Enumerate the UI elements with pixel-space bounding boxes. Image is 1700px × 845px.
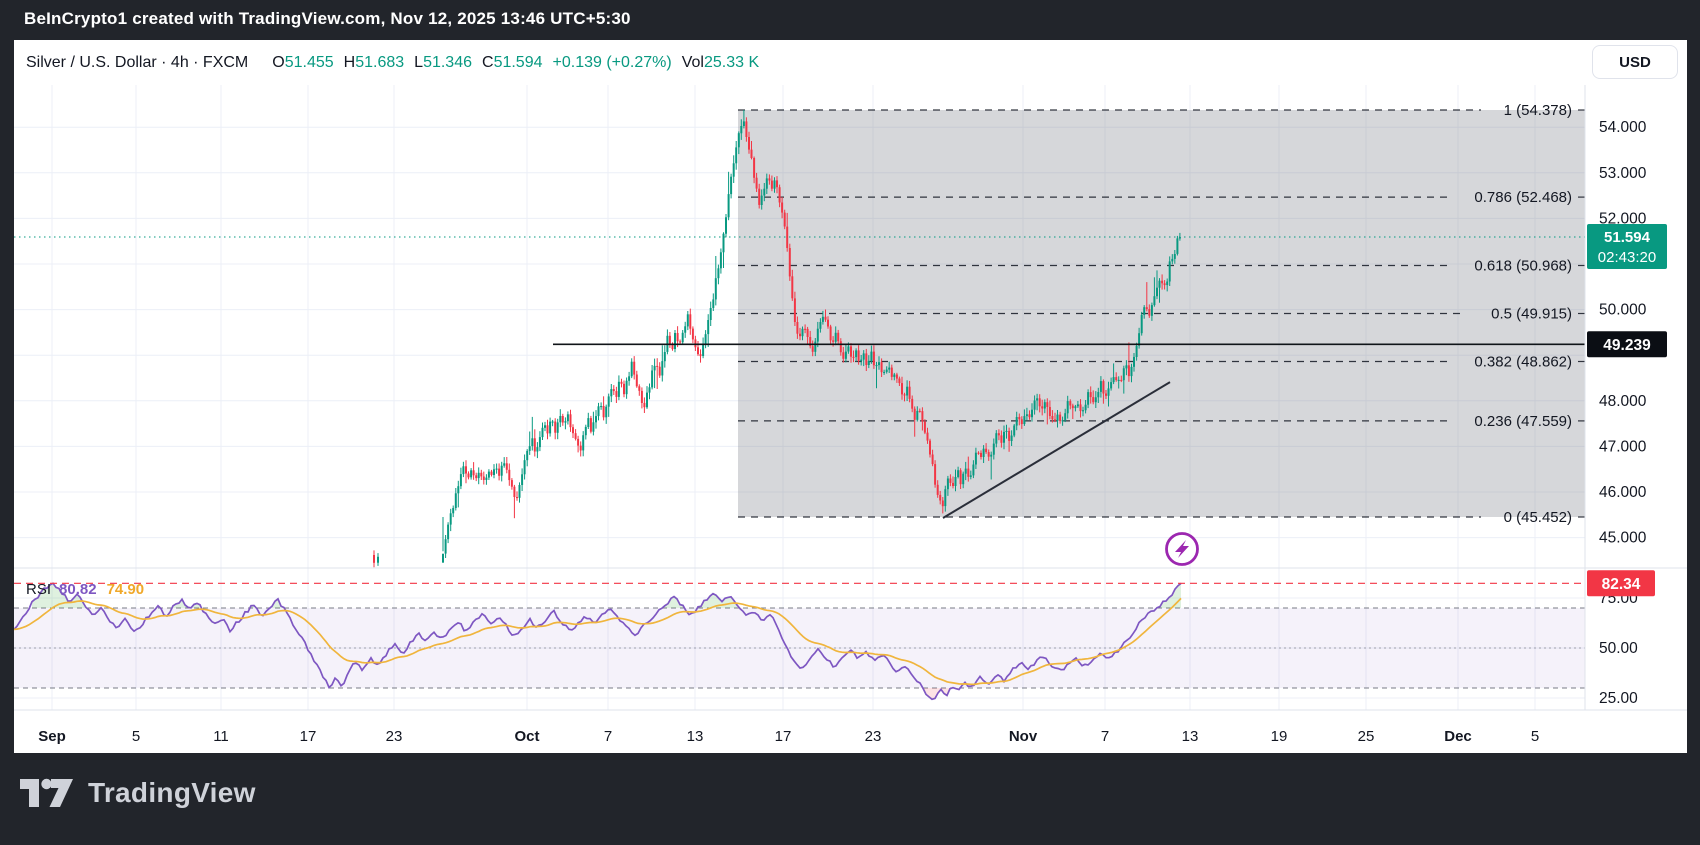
fib-level-label: 1 (54.378) <box>1504 102 1572 119</box>
price-axis-label: 53.000 <box>1599 165 1647 182</box>
time-axis-label: Sep <box>38 728 66 745</box>
price-axis-label: 46.000 <box>1599 484 1647 501</box>
rsi-value: 80.82 <box>59 580 97 598</box>
time-axis-label: 7 <box>604 728 612 745</box>
time-axis-label: 23 <box>865 728 882 745</box>
price-axis-label: 47.000 <box>1599 438 1647 455</box>
tradingview-logo-icon <box>20 778 73 807</box>
open-value: 51.455 <box>284 54 334 71</box>
price-axis-label: 52.000 <box>1599 210 1647 227</box>
fib-level-label: 0.786 (52.468) <box>1474 189 1572 206</box>
open-label: O <box>272 54 285 71</box>
chart-legend: Silver / U.S. Dollar · 4h · FXCM O 51.455… <box>26 50 759 76</box>
fib-level-label: 0.236 (47.559) <box>1474 413 1572 430</box>
fib-level-label: 0.382 (48.862) <box>1474 354 1572 371</box>
price-axis-label: 48.000 <box>1599 393 1647 410</box>
time-axis-label: Dec <box>1444 728 1472 745</box>
tradingview-logo[interactable]: TradingView <box>20 777 256 809</box>
time-axis-label: 7 <box>1101 728 1109 745</box>
bar-countdown: 02:43:20 <box>1598 249 1656 266</box>
price-axis-label: 50.000 <box>1599 302 1647 319</box>
time-axis-label: 5 <box>1531 728 1539 745</box>
fib-level-label: 0.618 (50.968) <box>1474 258 1572 275</box>
tradingview-logo-text: TradingView <box>88 777 256 808</box>
watermark-text: BeInCrypto1 created with TradingView.com… <box>24 9 631 28</box>
trendline <box>942 381 1171 519</box>
lightning-icon <box>1165 532 1199 566</box>
fib-level-label: 0.5 (49.915) <box>1491 306 1572 323</box>
time-axis-label: 13 <box>687 728 704 745</box>
rsi-ma-line <box>13 597 1182 686</box>
volume-label: Vol <box>681 54 704 71</box>
rsi-ma-value: 74.90 <box>106 580 145 598</box>
fib-level-label: 0 (45.452) <box>1504 509 1572 526</box>
rsi-axis-label: 50.00 <box>1599 640 1638 657</box>
watermark-bar: BeInCrypto1 created with TradingView.com… <box>0 0 1700 40</box>
time-axis-label: Nov <box>1009 728 1038 745</box>
time-axis-label: 17 <box>775 728 792 745</box>
current-price-badge: 51.594 02:43:20 <box>1587 224 1667 269</box>
rsi-label[interactable]: RSI <box>26 580 52 598</box>
svg-text:82.34: 82.34 <box>1602 576 1641 593</box>
rsi-value-badge: 82.34 <box>1587 570 1655 597</box>
time-axis-label: 5 <box>132 728 140 745</box>
footer-bar: TradingView <box>0 753 1700 845</box>
low-label: L <box>414 54 424 71</box>
candlestick-series <box>373 110 1181 568</box>
time-axis-label: Oct <box>514 728 539 745</box>
time-axis-label: 23 <box>386 728 403 745</box>
currency-button[interactable]: USD <box>1592 45 1678 79</box>
rsi-legend: RSI 80.82 74.90 <box>26 580 144 598</box>
low-value: 51.346 <box>423 54 472 71</box>
volume-value: 25.33 K <box>703 54 760 71</box>
rsi-overbought-fill <box>32 583 1181 608</box>
close-value: 51.594 <box>493 54 543 71</box>
price-chart-canvas[interactable]: 1 (54.378) 0.786 (52.468) 0.618 (50.968) 0.… <box>13 85 1687 753</box>
close-label: C <box>482 54 494 71</box>
high-value: 51.683 <box>355 54 405 71</box>
rsi-axis-label: 25.00 <box>1599 690 1638 707</box>
symbol-title[interactable]: Silver / U.S. Dollar · 4h · FXCM <box>26 54 249 71</box>
chart-window: Silver / U.S. Dollar · 4h · FXCM O 51.455… <box>13 40 1687 753</box>
time-axis-label: 13 <box>1182 728 1199 745</box>
high-label: H <box>343 54 356 71</box>
change-value: +0.139 (+0.27%) <box>552 54 672 71</box>
time-axis-label: 11 <box>213 728 229 745</box>
price-axis-label: 54.000 <box>1599 119 1647 136</box>
price-line-badge: 49.239 <box>1587 331 1667 358</box>
svg-text:49.239: 49.239 <box>1603 337 1651 354</box>
svg-text:51.594: 51.594 <box>1604 229 1651 246</box>
time-axis-label: 17 <box>300 728 317 745</box>
time-axis-label: 25 <box>1358 728 1375 745</box>
price-axis-label: 45.000 <box>1599 530 1647 547</box>
time-axis-label: 19 <box>1271 728 1288 745</box>
